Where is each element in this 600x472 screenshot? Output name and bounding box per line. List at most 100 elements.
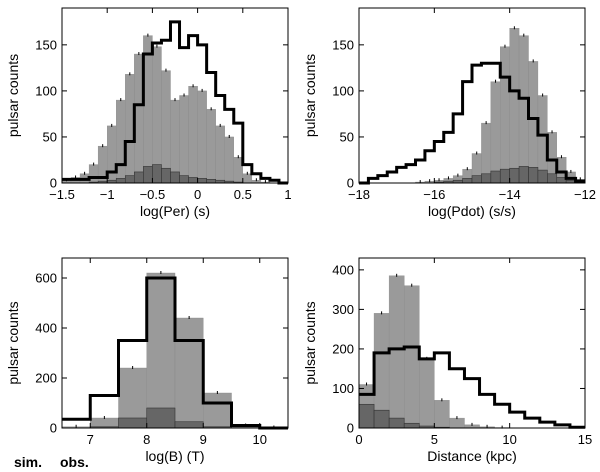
sim-bar [188,86,198,184]
x-tick-label: 1 [284,187,291,202]
y-tick-label: 200 [35,371,57,386]
sim-bar [509,28,520,184]
obs-dark-bar [403,422,420,429]
sim-bar [404,285,420,429]
sim-bar [170,99,180,184]
panel-distance: 0 5 10 15 0 100 200 300 400 Distance (kpc) pulsar … [302,257,592,464]
y-tick-label: 50 [43,129,57,144]
panel-period: −1.5 −1 −0.5 0 0.5 1 0 50 100 150 log(Per) (s) puls… [5,7,292,219]
obs-dark-bar [490,170,501,184]
y-tick-label: 0 [50,421,57,436]
obs-dark-bar [124,175,135,184]
axes-frame [358,257,586,429]
y-tick-label: 200 [332,341,354,356]
x-tick-label: −12 [574,187,596,202]
x-tick-label: −14 [499,187,521,202]
obs-dark-bar [197,178,207,184]
y-tick-label: 400 [35,321,57,336]
x-tick-label: 7 [87,432,94,447]
axes-frame [61,257,289,429]
obs-dark-bar [462,178,473,184]
axes-frame [61,7,289,184]
sim-bar [206,109,216,184]
obs-dark-bar [134,171,144,184]
sim-bar [434,400,450,429]
sim-bar [449,417,465,429]
obs-dark-bar [143,166,153,184]
obs-dark-bar [509,167,520,184]
legend-obs-label: obs. [60,454,89,470]
obs-dark-bar [518,166,529,184]
y-axis-label: pulsar counts [5,54,21,137]
legend: sim. obs. [14,454,89,470]
obs-dark-bar [152,164,162,184]
x-tick-label: −18 [348,187,370,202]
x-tick-label: −16 [423,187,445,202]
sim-bar [161,70,171,184]
obs-dark-bar [358,403,375,429]
obs-dark-bar [537,169,548,184]
y-tick-label: 400 [332,262,354,277]
x-tick-label: 8 [143,432,150,447]
y-tick-label: 150 [35,37,57,52]
x-axis-label: log(Pdot) (s/s) [428,203,516,219]
obs-dark-bar [188,177,198,184]
x-axis-label: log(Per) (s) [140,203,210,219]
obs-dark-bar [146,407,176,429]
y-tick-label: 300 [332,302,354,317]
obs-dark-bar [373,409,390,429]
obs-dark-bar [115,178,126,184]
x-tick-label: 15 [578,432,592,447]
x-axis-label: Distance (kpc) [427,448,516,464]
y-tick-label: 100 [35,83,57,98]
sim-bar [179,95,189,184]
obs-dark-bar [179,175,189,184]
y-tick-label: 0 [347,421,354,436]
y-axis-label: pulsar counts [302,301,318,384]
obs-step-line [62,276,288,430]
x-tick-label: −1 [100,187,115,202]
obs-dark-bar [528,167,539,184]
sim-bar [203,392,232,429]
obs-dark-bar [547,173,558,184]
x-tick-label: 0 [194,187,201,202]
legend-sim-label: sim. [14,454,42,470]
obs-dark-bar [170,171,180,184]
y-tick-label: 0 [50,176,57,191]
x-tick-label: 5 [431,432,438,447]
obs-step-line [359,345,585,429]
x-tick-label: 0 [355,432,362,447]
obs-step-line [359,61,585,185]
obs-dark-bar [118,417,148,429]
y-tick-label: 100 [332,83,354,98]
panel-pdot: −18 −16 −14 −12 0 50 100 150 log(Pdot) (s/s) puls… [302,7,596,219]
x-tick-label: −0.5 [140,187,166,202]
y-tick-label: 150 [332,37,354,52]
sim-bar [490,81,501,184]
sim-bar [197,90,207,184]
obs-dark-bar [206,179,216,184]
obs-dark-bar [388,417,405,429]
y-tick-label: 0 [347,176,354,191]
axes-frame [358,7,586,184]
x-tick-label: 10 [502,432,516,447]
sim-bar [419,358,435,429]
obs-dark-bar [161,167,171,184]
obs-step-line [62,20,288,185]
x-axis-label: log(B) (T) [145,448,204,464]
y-axis-label: pulsar counts [5,301,21,384]
sim-bar [146,272,176,429]
y-tick-label: 50 [340,129,354,144]
obs-dark-bar [481,173,492,184]
sim-bar [152,46,162,184]
sim-bar [215,125,225,184]
obs-dark-bar [471,175,482,184]
x-tick-label: 10 [253,432,267,447]
x-tick-label: −1.5 [49,187,75,202]
x-tick-label: 0.5 [234,187,252,202]
obs-dark-bar [499,168,510,184]
sim-bar [388,275,405,429]
y-axis-label: pulsar counts [302,54,318,137]
sim-bar [224,136,234,184]
